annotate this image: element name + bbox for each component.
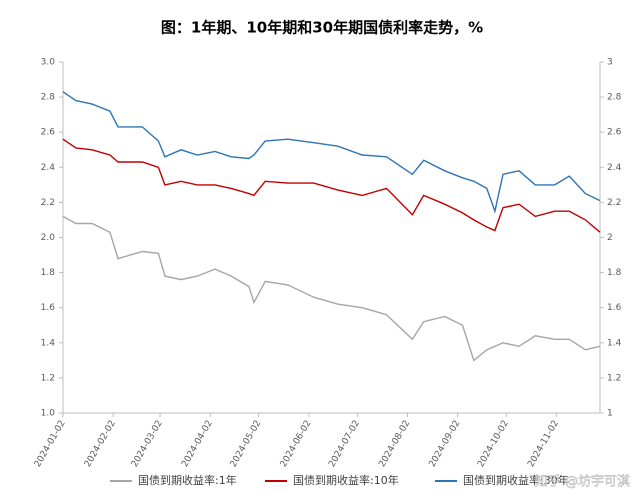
x-tick-label: 2024-08-02 bbox=[377, 419, 412, 469]
series-line bbox=[62, 138, 601, 233]
x-tick-label: 2024-10-02 bbox=[476, 419, 511, 469]
y2-tick-label: 1.8 bbox=[607, 268, 622, 278]
y-tick-label: 3.0 bbox=[41, 58, 56, 68]
x-tick-label: 2024-09-02 bbox=[428, 419, 463, 469]
legend-label: 国债到期收益率:30年 bbox=[463, 473, 569, 487]
y-tick-label: 2.4 bbox=[41, 163, 56, 173]
series-line bbox=[62, 91, 601, 214]
y2-tick-label: 1.2 bbox=[607, 373, 621, 383]
x-tick-label: 2024-04-02 bbox=[180, 419, 215, 469]
y-tick-label: 2.0 bbox=[41, 233, 56, 243]
y2-tick-label: 2.2 bbox=[607, 198, 621, 208]
y-tick-label: 1.4 bbox=[41, 338, 56, 348]
y-tick-label: 2.2 bbox=[41, 198, 55, 208]
watermark: 知乎 @坊宇可淇 bbox=[535, 474, 630, 490]
y-tick-label: 1.8 bbox=[41, 268, 56, 278]
y2-tick-label: 3 bbox=[607, 58, 613, 68]
series-line bbox=[62, 215, 601, 362]
y2-tick-label: 1 bbox=[607, 409, 613, 419]
y2-tick-label: 2.6 bbox=[607, 128, 622, 138]
x-tick-label: 2024-05-02 bbox=[229, 419, 264, 469]
y2-tick-label: 2.4 bbox=[607, 163, 622, 173]
y2-tick-label: 2 bbox=[607, 233, 613, 243]
x-tick-label: 2024-03-02 bbox=[130, 419, 165, 469]
y-tick-label: 2.6 bbox=[41, 128, 56, 138]
y2-tick-label: 1.6 bbox=[607, 303, 622, 313]
x-tick-label: 2024-07-02 bbox=[327, 419, 362, 469]
y2-tick-label: 1.4 bbox=[607, 338, 622, 348]
legend-label: 国债到期收益率:10年 bbox=[293, 473, 399, 487]
y2-tick-label: 2.8 bbox=[607, 93, 622, 103]
y-tick-label: 1.0 bbox=[41, 409, 56, 419]
y-tick-label: 2.8 bbox=[41, 93, 56, 103]
x-tick-label: 2024-11-02 bbox=[526, 419, 561, 469]
x-tick-label: 2024-06-02 bbox=[279, 419, 314, 469]
legend-label: 国债到期收益率:1年 bbox=[138, 473, 237, 487]
chart-title: 图：1年期、10年期和30年期国债利率走势，% bbox=[161, 19, 483, 37]
x-tick-label: 2024-01-02 bbox=[33, 419, 68, 469]
x-tick-label: 2024-02-02 bbox=[83, 419, 118, 469]
y-tick-label: 1.2 bbox=[41, 373, 55, 383]
y-tick-label: 1.6 bbox=[41, 303, 56, 313]
